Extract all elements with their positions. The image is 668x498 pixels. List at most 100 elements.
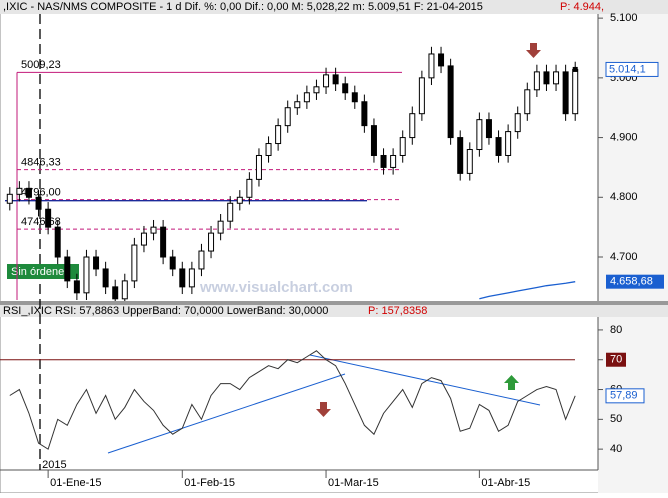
y-tick-label: 4.700 bbox=[610, 251, 638, 263]
candle-body bbox=[208, 232, 215, 252]
candle-body bbox=[265, 143, 272, 156]
x-tick-label: 01-Abr-15 bbox=[481, 477, 530, 489]
candle-body bbox=[409, 113, 416, 139]
candle-body bbox=[438, 53, 445, 67]
rsi-line bbox=[9, 350, 576, 450]
rsi-plot bbox=[0, 350, 576, 450]
candle-body bbox=[332, 74, 339, 85]
candle-body bbox=[390, 154, 397, 168]
candle-body bbox=[466, 149, 473, 174]
candle-body bbox=[380, 154, 387, 168]
candle-body bbox=[188, 268, 195, 288]
rsi-header-bar bbox=[0, 305, 668, 317]
candle-body bbox=[342, 83, 349, 94]
candle-body bbox=[83, 256, 90, 294]
candle-body bbox=[553, 71, 560, 85]
candle-body bbox=[54, 226, 61, 258]
candle-body bbox=[64, 256, 71, 282]
candle-body bbox=[485, 119, 492, 139]
candle-body bbox=[217, 220, 224, 234]
rsi-badge bbox=[605, 388, 645, 404]
watermark: www.visualchart.com bbox=[199, 279, 353, 296]
candle-body bbox=[447, 65, 454, 139]
candle-body bbox=[543, 71, 550, 85]
y-axis-area bbox=[598, 0, 668, 493]
candle-body bbox=[150, 226, 157, 234]
y-tick-label: 70 bbox=[610, 354, 622, 366]
candle-body bbox=[102, 268, 109, 288]
band-badge bbox=[606, 352, 626, 367]
candle-body bbox=[93, 256, 100, 270]
panel-separator bbox=[0, 301, 668, 305]
y-tick-label: 4.800 bbox=[610, 191, 638, 203]
candle-body bbox=[179, 268, 186, 288]
candle-body bbox=[572, 68, 579, 115]
y-tick-label: 50 bbox=[610, 413, 622, 425]
year-label: 2015 bbox=[42, 459, 66, 471]
candle-body bbox=[284, 107, 291, 127]
rsi-badge-text: 57,89 bbox=[610, 390, 638, 402]
candle-body bbox=[16, 187, 23, 195]
candle-body bbox=[351, 92, 358, 103]
candle-body bbox=[562, 71, 569, 115]
last-candle-marker bbox=[572, 66, 578, 72]
candle-body bbox=[294, 101, 301, 109]
candle-body bbox=[255, 154, 262, 180]
y-tick-label: 80 bbox=[610, 324, 622, 336]
level-label: 4846,33 bbox=[21, 157, 61, 169]
candle-body bbox=[428, 53, 435, 79]
candle-body bbox=[45, 208, 52, 228]
candle-body bbox=[495, 137, 502, 156]
candle-body bbox=[246, 178, 253, 198]
candle-body bbox=[323, 74, 330, 88]
candle-body bbox=[236, 196, 243, 204]
candle-body bbox=[160, 226, 167, 258]
trend-line bbox=[309, 354, 541, 406]
candle-body bbox=[121, 280, 128, 300]
level-label: 5009,23 bbox=[21, 59, 61, 71]
orders-badge-text: Sin órdenes bbox=[11, 266, 70, 278]
candle-body bbox=[361, 101, 368, 127]
y-tick-label: 4.900 bbox=[610, 131, 638, 143]
candle-body bbox=[505, 131, 512, 156]
candle-body bbox=[524, 89, 531, 115]
trend-line bbox=[107, 373, 346, 454]
candle-body bbox=[399, 137, 406, 156]
candle-body bbox=[169, 256, 176, 270]
candle-body bbox=[370, 125, 377, 156]
chart-title: ,IXIC - NAS/NMS COMPOSITE - 1 d Dif. %: … bbox=[3, 1, 483, 13]
annotations bbox=[107, 43, 541, 454]
candle-body bbox=[198, 250, 205, 270]
header-bar bbox=[0, 0, 668, 14]
ma-badge-text: 4.658,68 bbox=[610, 276, 653, 288]
candle-body bbox=[227, 202, 234, 222]
x-tick-label: 01-Ene-15 bbox=[50, 477, 101, 489]
price-badge-text: 5.014,1 bbox=[609, 63, 646, 75]
y-tick-label: 5.100 bbox=[610, 12, 638, 24]
candle-body bbox=[131, 244, 138, 282]
y-tick-label: 40 bbox=[610, 443, 622, 455]
price-badge bbox=[605, 61, 659, 77]
candle-body bbox=[457, 137, 464, 174]
candle-body bbox=[533, 71, 540, 91]
candle-body bbox=[35, 196, 42, 210]
moving-average bbox=[479, 281, 576, 300]
x-tick-label: 01-Feb-15 bbox=[184, 477, 235, 489]
sell-arrow bbox=[526, 43, 541, 58]
candle-body bbox=[140, 232, 147, 246]
candle-body bbox=[313, 86, 320, 94]
candle-body bbox=[112, 286, 119, 300]
price-title: P: 4.944, bbox=[560, 1, 604, 13]
candle-body bbox=[418, 77, 425, 115]
candle-body bbox=[514, 113, 521, 133]
candle-body bbox=[25, 187, 32, 198]
level-label: 4746,68 bbox=[21, 216, 61, 228]
candle-body bbox=[476, 119, 483, 151]
candle-body bbox=[73, 280, 80, 294]
candle-body bbox=[275, 125, 282, 145]
candle-body bbox=[6, 193, 13, 204]
ma-badge bbox=[606, 274, 664, 289]
